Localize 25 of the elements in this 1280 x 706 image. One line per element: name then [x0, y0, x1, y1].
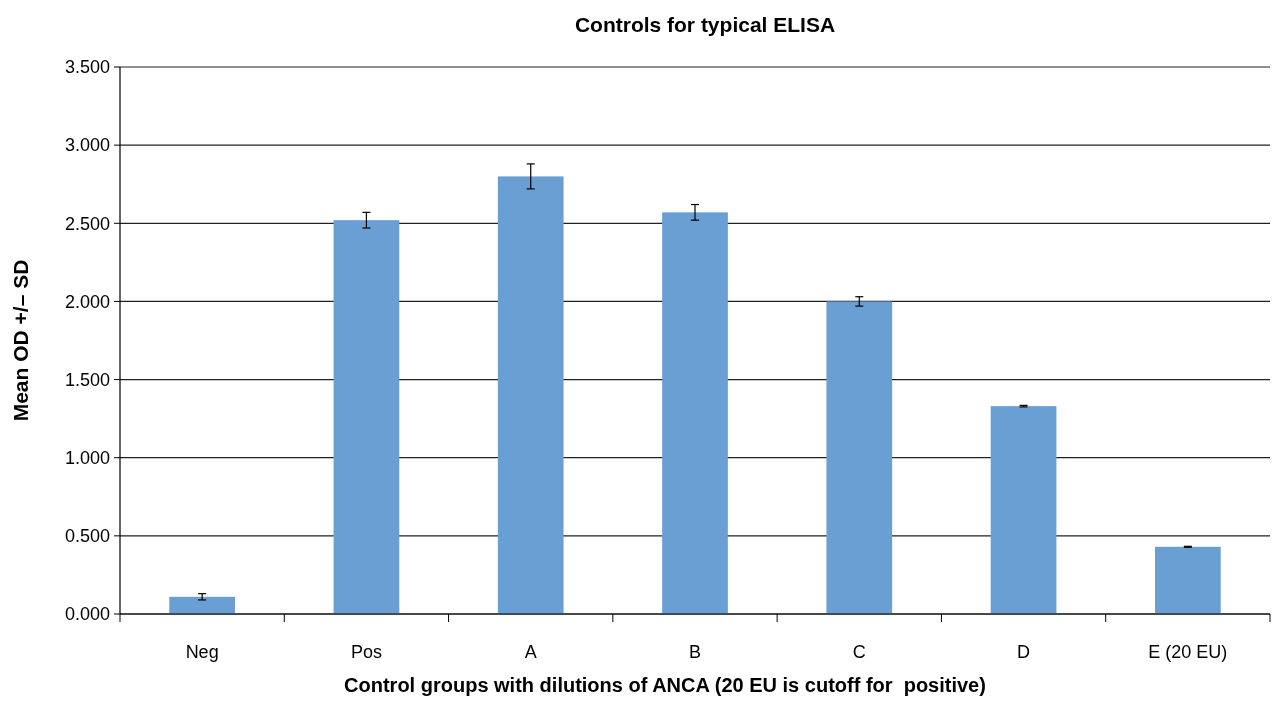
x-tick-label: Neg	[185, 642, 219, 662]
y-tick-label: 2.500	[64, 213, 110, 234]
x-tick-label: B	[688, 642, 702, 662]
y-axis-title: Mean OD +/– SD	[9, 259, 32, 422]
y-tick-label: 3.500	[64, 57, 110, 78]
bar	[169, 596, 235, 614]
y-tick-label: 1.500	[64, 369, 110, 390]
bar	[990, 406, 1057, 614]
y-tick-label: 3.000	[64, 135, 110, 156]
x-tick-label: C	[852, 642, 866, 662]
bar	[333, 220, 400, 614]
x-axis-title: Control groups with dilutions of ANCA (20 EU is cutoff for positive)	[344, 674, 986, 696]
x-tick-label: A	[524, 642, 537, 662]
y-tick-label: 2.000	[64, 291, 110, 312]
x-tick-label: D	[1017, 642, 1031, 662]
bar	[826, 301, 893, 614]
y-tick-label: 0.000	[64, 604, 110, 625]
bar	[662, 212, 728, 614]
y-tick-label: 1.000	[64, 448, 110, 469]
bar	[1155, 546, 1221, 614]
x-tick-label: E (20 EU)	[1148, 642, 1228, 662]
chart-title: Controls for typical ELISA	[574, 13, 836, 36]
x-tick-label: Pos	[350, 642, 382, 662]
bar	[497, 176, 564, 614]
y-tick-label: 0.500	[64, 526, 110, 547]
